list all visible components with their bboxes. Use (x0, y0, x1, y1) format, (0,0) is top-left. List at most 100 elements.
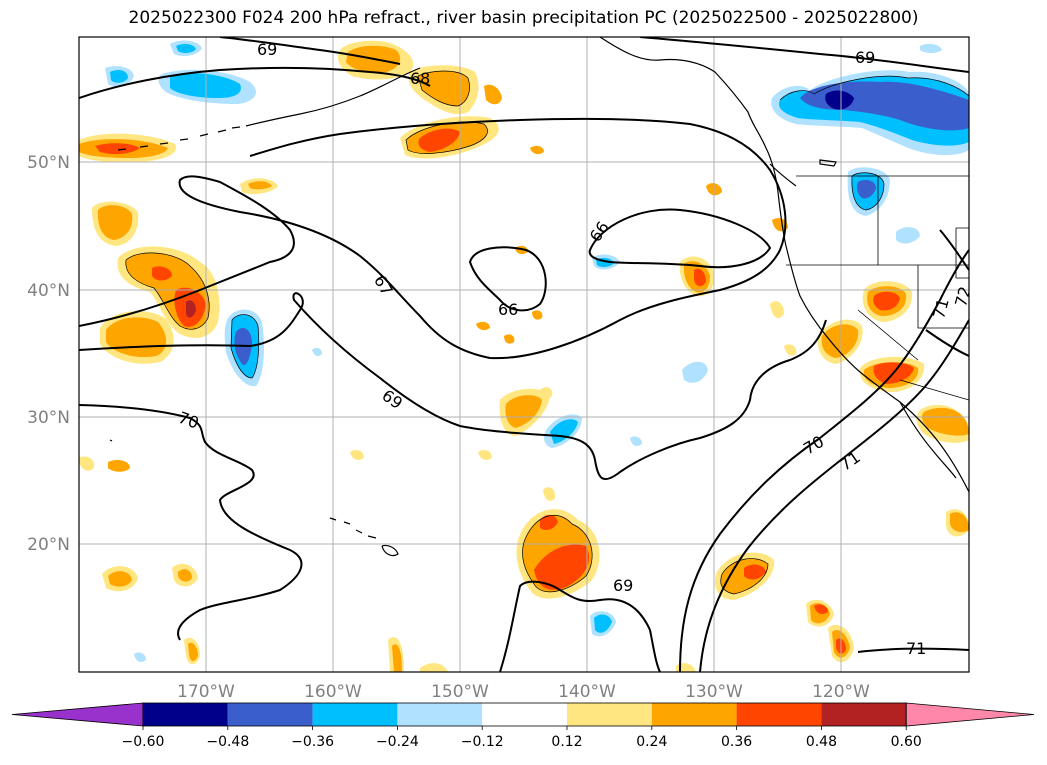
colorbar-outline (142, 702, 907, 727)
anomaly-patch (744, 564, 766, 580)
anomaly-patch (594, 614, 612, 633)
contour-label: 69 (855, 48, 875, 67)
anomaly-patch (478, 450, 492, 460)
colorbar-tick-label: −0.36 (291, 734, 334, 750)
anomaly-patch (821, 324, 859, 358)
anomaly-patch (504, 334, 515, 344)
contour-line (857, 647, 969, 653)
anomaly-patch (530, 145, 544, 155)
anomaly-patch (95, 143, 140, 155)
north-america-coastline (599, 37, 969, 493)
contour-label: 71 (929, 296, 953, 321)
colorbar-tick-label: 0.24 (636, 734, 667, 750)
aleutian-islands (117, 126, 241, 151)
anomaly-patch (896, 227, 920, 244)
anomaly-patch (152, 266, 172, 281)
anomaly-patch (540, 514, 558, 530)
anomaly-patch (920, 43, 942, 53)
contour-label: 66 (498, 300, 518, 319)
contour-line (939, 229, 969, 271)
anomaly-patch (770, 301, 784, 319)
colorbar-tick-label: 0.48 (806, 734, 837, 750)
anomaly-patch (543, 487, 556, 501)
longitude-tick-labels: 170°W 160°W 150°W 140°W 130°W 120°W (177, 682, 870, 702)
lon-tick-label: 150°W (431, 682, 489, 702)
colorbar-tick-label: −0.60 (122, 734, 165, 750)
anomaly-patch (540, 387, 553, 398)
lon-tick-label: 130°W (685, 682, 743, 702)
colorbar-segment (736, 703, 822, 726)
colorbar-extend-low (11, 702, 144, 727)
contour-line (639, 37, 969, 73)
hawaiian-islands (329, 517, 399, 557)
anomaly-patch (857, 180, 876, 199)
colorbar-segment (567, 703, 652, 726)
contour-line (499, 580, 661, 672)
contour-line (699, 319, 969, 672)
small-island (109, 439, 113, 442)
contour-line (79, 292, 827, 481)
anomaly-patch (505, 395, 542, 428)
contour-line (468, 246, 547, 312)
anomaly-patch (682, 361, 708, 383)
colorbar-tick-label: −0.12 (461, 734, 504, 750)
vancouver-island (769, 163, 797, 187)
anomaly-patch (134, 652, 146, 662)
lat-tick-label: 50°N (27, 153, 70, 173)
anomaly-patch (950, 512, 969, 532)
colorbar-segment (821, 703, 907, 726)
anomaly-patch (784, 344, 797, 356)
shading-outlines (125, 70, 969, 595)
map-title: 2025022300 F024 200 hPa refract., river … (128, 8, 919, 28)
colorbar-tick-label: 0.12 (551, 734, 582, 750)
anomaly-patch (532, 310, 543, 320)
contour-line (679, 249, 969, 672)
colorbar-segment (397, 703, 483, 726)
contour-line (79, 117, 787, 360)
lon-tick-label: 160°W (304, 682, 362, 702)
anomaly-patch (186, 300, 196, 318)
contour-label: 72 (951, 284, 975, 309)
lat-tick-label: 40°N (27, 281, 70, 301)
us-mexico-border (899, 379, 969, 401)
anomaly-patch (772, 218, 788, 232)
anomaly-patch (484, 84, 502, 105)
colorbar-segment (312, 703, 398, 726)
us-state-border (917, 265, 969, 329)
map-frame (78, 36, 970, 673)
contour-line (588, 208, 772, 269)
anomaly-patch (630, 436, 642, 446)
contour-line (219, 37, 401, 65)
map-plot-area: 69 68 69 66 67 66 70 69 70 71 71 71 72 6… (79, 37, 975, 672)
anomaly-patch (825, 90, 854, 110)
anomaly-patch (178, 569, 192, 582)
anomaly-patch (312, 347, 322, 357)
colorbar-tick-label: −0.48 (206, 734, 249, 750)
coastlines (109, 37, 969, 557)
political-borders (786, 175, 969, 401)
colorbar-extend-high (905, 702, 1035, 727)
anomaly-patch (188, 642, 198, 662)
anomaly-patch (418, 128, 460, 152)
anomaly-patch (392, 644, 402, 672)
contour-label: 69 (613, 576, 633, 595)
colorbar-tick-label: 0.36 (721, 734, 752, 750)
contour-label: 68 (410, 69, 430, 88)
anomaly-patch (170, 73, 241, 98)
contour-label: 69 (257, 40, 277, 59)
anomaly-patch (694, 268, 706, 287)
anomaly-patch (79, 456, 95, 471)
colorbar-segment (482, 703, 567, 726)
colorbar-segment (143, 703, 228, 726)
colorbar-tick-label: 0.60 (891, 734, 922, 750)
lat-tick-label: 20°N (27, 535, 70, 555)
lon-tick-label: 140°W (558, 682, 616, 702)
contour-line (79, 66, 431, 99)
anomaly-patch (110, 70, 128, 83)
anomaly-patch (248, 181, 272, 190)
anomaly-patch (108, 460, 130, 472)
colorbar-tick-label: −0.24 (376, 734, 419, 750)
anomaly-patch (176, 43, 196, 54)
anomaly-patch (873, 291, 900, 311)
anomaly-patch (534, 544, 590, 590)
